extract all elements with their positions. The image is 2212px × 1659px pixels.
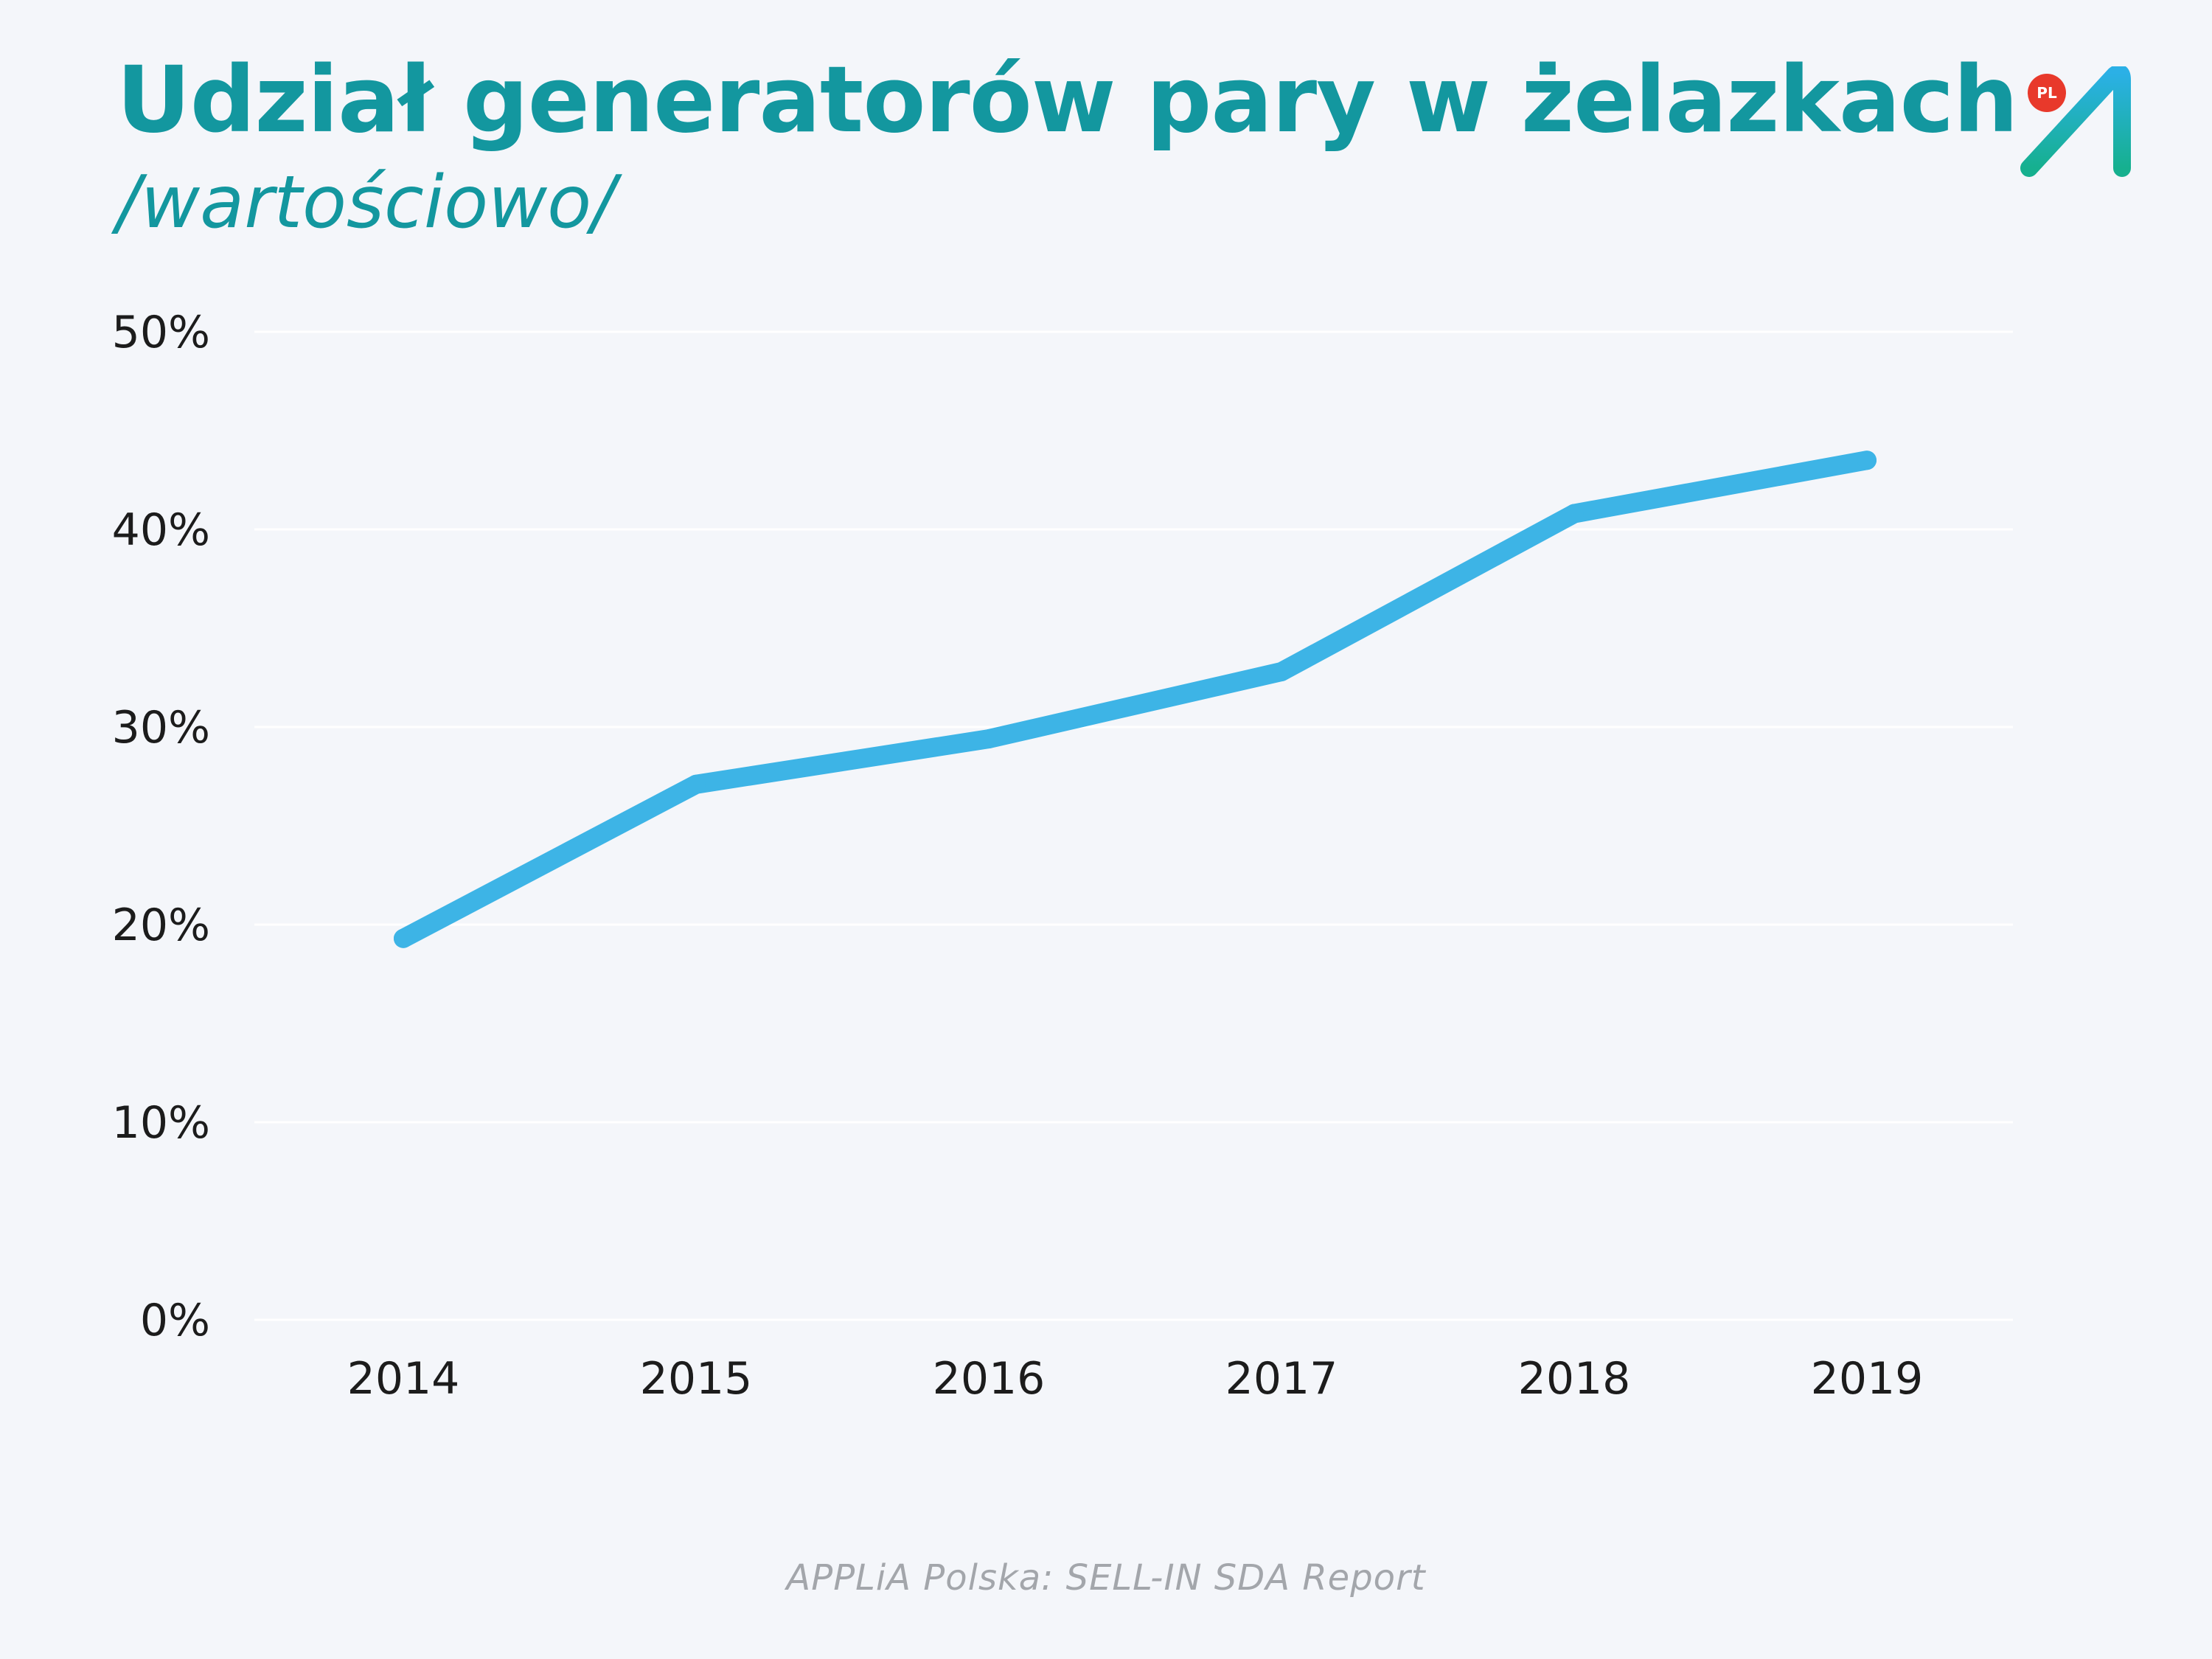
applia-logo: PL — [2020, 64, 2146, 184]
y-axis: 0% 10% 20% 30% 40% 50% — [112, 307, 210, 1346]
pl-badge-icon — [2028, 74, 2066, 112]
x-tick-label: 2017 — [1225, 1353, 1338, 1405]
y-tick-label: 20% — [112, 900, 210, 951]
data-point-2015 — [686, 774, 706, 794]
data-point-2019 — [1857, 451, 1877, 470]
x-tick-label: 2018 — [1518, 1353, 1631, 1405]
y-tick-label: 40% — [112, 504, 210, 556]
chart-title: Udział generatorów pary w żelazkach — [116, 47, 2018, 153]
series-line — [394, 451, 1877, 948]
y-tick-label: 10% — [112, 1097, 210, 1149]
x-tick-label: 2014 — [347, 1353, 460, 1405]
source-note: APPLiA Polska: SELL-IN SDA Report — [786, 1557, 1426, 1599]
y-tick-label: 30% — [112, 702, 210, 754]
chart-subtitle: /wartościowo/ — [116, 161, 616, 245]
x-tick-label: 2015 — [640, 1353, 753, 1405]
y-tick-label: 50% — [112, 307, 210, 358]
data-point-2017 — [1272, 661, 1291, 681]
applia-a-logo-icon: PL — [2020, 64, 2131, 177]
x-axis: 2014 2015 2016 2017 2018 2019 — [347, 1353, 1924, 1405]
data-point-2016 — [979, 729, 998, 749]
chart-series — [394, 451, 1877, 948]
x-tick-label: 2019 — [1811, 1353, 1924, 1405]
x-tick-label: 2016 — [933, 1353, 1046, 1405]
y-tick-label: 0% — [140, 1295, 210, 1346]
data-point-2014 — [394, 928, 413, 948]
pl-badge-label: PL — [2037, 84, 2057, 102]
chart-gridlines — [254, 330, 2013, 1321]
data-point-2018 — [1565, 504, 1584, 524]
